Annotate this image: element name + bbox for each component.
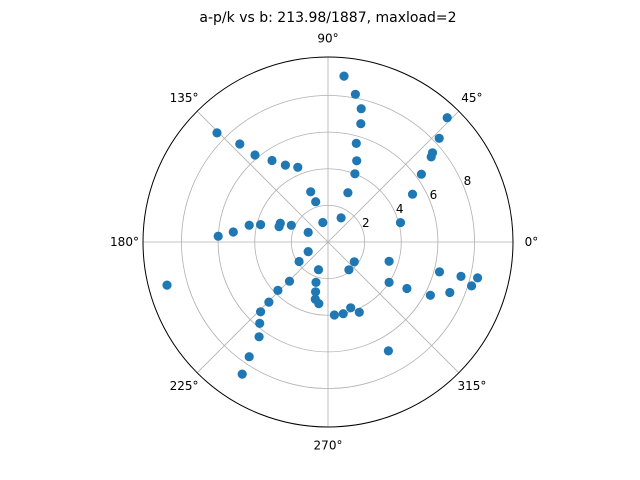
chart-title: a-p/k vs b: 213.98/1887, maxload=2 xyxy=(199,10,456,26)
scatter-point xyxy=(384,277,394,287)
scatter-point xyxy=(467,281,477,291)
scatter-point xyxy=(212,128,222,138)
scatter-point xyxy=(162,280,172,290)
scatter-point xyxy=(395,218,406,228)
scatter-point xyxy=(286,220,296,230)
scatter-point xyxy=(303,247,313,257)
scatter-point xyxy=(313,265,324,275)
scatter-point xyxy=(244,352,254,362)
scatter-point xyxy=(306,187,316,197)
tick-labels: 0° 45° 90° 135° 180° 225° 270° 315° 2 4 6 8 xyxy=(110,32,538,453)
scatter-point xyxy=(256,307,266,317)
angle-tick-label: 135° xyxy=(170,91,199,105)
scatter-point xyxy=(352,156,362,166)
scatter-point xyxy=(244,220,254,230)
scatter-point xyxy=(356,119,366,129)
scatter-point xyxy=(434,133,444,143)
scatter-point xyxy=(318,217,328,228)
scatter-point xyxy=(350,89,360,99)
scatter-point xyxy=(303,227,313,237)
scatter-point xyxy=(280,160,290,170)
angle-tick-label: 180° xyxy=(110,235,139,249)
scatter-point xyxy=(383,346,393,356)
angle-tick-label: 45° xyxy=(461,91,482,105)
scatter-point xyxy=(402,283,412,294)
angle-tick-label: 225° xyxy=(170,379,199,393)
scatter-point xyxy=(213,231,223,241)
polar-grid xyxy=(142,56,514,428)
scatter-point xyxy=(250,150,260,160)
scatter-point xyxy=(235,139,245,149)
scatter-point xyxy=(294,256,304,267)
scatter-point xyxy=(343,188,353,198)
scatter-point xyxy=(273,285,283,295)
radial-tick-label: 6 xyxy=(430,188,438,202)
scatter-point xyxy=(338,309,348,319)
angular-gridline xyxy=(327,110,460,243)
scatter-point xyxy=(416,169,426,179)
scatter-point xyxy=(473,273,483,283)
scatter-point xyxy=(293,162,303,172)
scatter-point xyxy=(284,276,295,286)
scatter-point xyxy=(356,104,366,114)
angular-gridline xyxy=(327,241,460,374)
scatter-point xyxy=(339,71,349,81)
scatter-point xyxy=(456,271,466,281)
scatter-point xyxy=(274,222,284,232)
scatter-point xyxy=(254,332,264,342)
scatter-point xyxy=(314,299,324,309)
scatter-point xyxy=(434,267,445,277)
scatter-point xyxy=(350,169,360,179)
angular-gridline xyxy=(196,241,329,374)
scatter-point xyxy=(311,287,321,297)
scatter-point xyxy=(354,307,364,317)
scatter-point xyxy=(351,138,361,148)
angle-tick-label: 270° xyxy=(314,439,343,453)
scatter-point xyxy=(311,197,321,207)
radial-tick-label: 2 xyxy=(362,216,370,230)
scatter-point xyxy=(311,277,321,287)
scatter-point xyxy=(442,113,452,123)
scatter-point xyxy=(256,220,266,230)
scatter-points xyxy=(162,71,483,379)
angle-tick-label: 315° xyxy=(457,379,486,393)
scatter-point xyxy=(346,303,356,313)
scatter-point xyxy=(329,310,339,320)
scatter-point xyxy=(427,148,438,158)
scatter-point xyxy=(237,369,247,379)
scatter-point xyxy=(264,297,274,307)
scatter-point xyxy=(425,290,435,300)
radial-tick-label: 4 xyxy=(396,202,404,216)
angle-tick-label: 0° xyxy=(525,235,539,249)
scatter-point xyxy=(407,189,418,199)
radial-tick-label: 8 xyxy=(464,174,472,188)
scatter-point xyxy=(228,227,238,237)
scatter-point xyxy=(336,213,346,223)
scatter-point xyxy=(267,155,277,166)
scatter-point xyxy=(344,265,354,275)
scatter-point xyxy=(255,318,265,328)
polar-spine xyxy=(142,56,514,428)
scatter-point xyxy=(384,256,394,266)
angle-tick-label: 90° xyxy=(317,32,338,46)
scatter-point xyxy=(349,257,359,267)
scatter-point xyxy=(445,287,455,298)
